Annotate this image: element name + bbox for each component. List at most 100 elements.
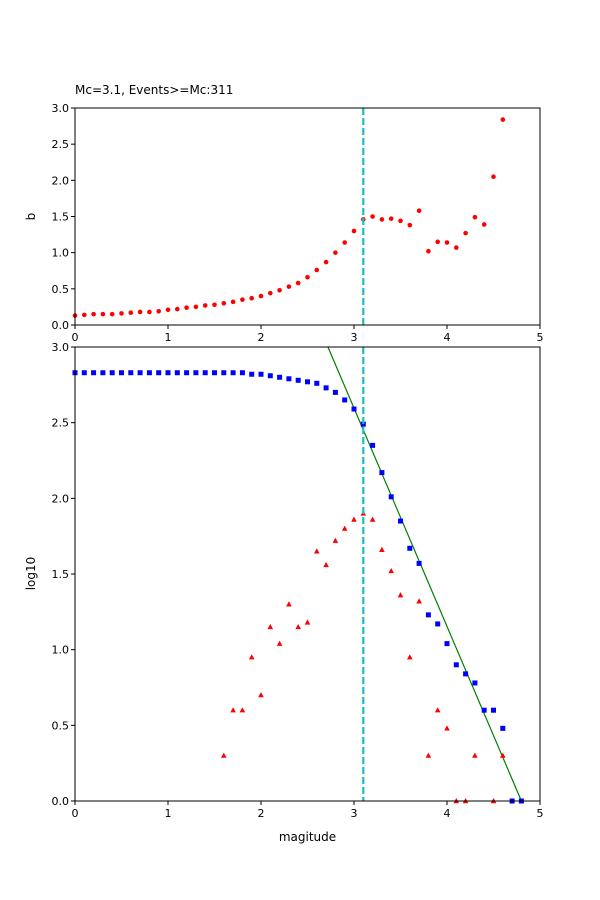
top-point xyxy=(119,311,124,316)
top-point xyxy=(388,216,394,221)
bottom-x-tick-label: 2 xyxy=(258,807,265,820)
bottom-x-tick-label: 0 xyxy=(72,807,79,820)
bottom-cumulative-point xyxy=(221,370,227,376)
bottom-cumulative-point xyxy=(119,370,124,376)
bottom-noncumulative-point xyxy=(472,752,478,758)
bottom-cumulative-point xyxy=(370,442,376,448)
bottom-cumulative-point xyxy=(425,612,431,618)
bottom-noncumulative-point xyxy=(295,623,301,630)
bottom-cumulative-point xyxy=(314,380,320,386)
bottom-noncumulative-point xyxy=(267,623,274,630)
bottom-noncumulative-point xyxy=(286,601,292,607)
bottom-cumulative-point xyxy=(416,560,422,566)
bottom-cumulative-point xyxy=(239,370,245,376)
bottom-x-tick-label: 3 xyxy=(351,807,358,820)
top-point xyxy=(398,218,403,224)
bottom-cumulative-point xyxy=(379,470,385,476)
top-point xyxy=(416,208,422,214)
bottom-noncumulative-point xyxy=(341,525,348,531)
bottom-noncumulative-point xyxy=(369,516,376,522)
top-point xyxy=(351,228,357,234)
top-point xyxy=(342,240,348,245)
bottom-noncumulative-point xyxy=(230,707,236,713)
top-point xyxy=(240,297,245,302)
bottom-noncumulative-point xyxy=(351,516,357,522)
bottom-cumulative-point xyxy=(212,370,217,376)
top-point xyxy=(193,304,199,310)
top-point xyxy=(295,280,301,286)
top-point xyxy=(156,308,161,314)
bottom-noncumulative-point xyxy=(416,598,422,604)
bottom-noncumulative-point xyxy=(425,752,432,758)
top-point xyxy=(202,303,208,308)
bottom-noncumulative-point xyxy=(248,654,255,660)
top-point xyxy=(472,214,478,220)
bottom-noncumulative-point xyxy=(239,707,246,713)
top-point xyxy=(100,311,106,317)
bottom-y-tick-label: 1.0 xyxy=(52,644,70,657)
bottom-cumulative-point xyxy=(165,370,171,376)
top-x-tick-label: 5 xyxy=(537,331,544,344)
bottom-panel: log10 magitude 0 1 2 3 4 5 0.0 0.5 1.0 1.5 2.0 2.5 3… xyxy=(24,341,544,844)
top-point xyxy=(109,311,115,317)
top-panel: Mc=3.1, Events>=Mc:311 b 0 1 2 3 4 5 0.0 0.5 1.0… xyxy=(24,83,544,344)
bottom-y-tick-label: 3.0 xyxy=(52,341,70,354)
top-y-tick-label: 3.0 xyxy=(52,102,70,115)
top-x-tick-label: 0 xyxy=(72,331,79,344)
bottom-cumulative-point xyxy=(500,725,506,731)
bottom-cumulative-point xyxy=(491,707,496,713)
top-point xyxy=(258,293,264,299)
bottom-y-tick-label: 0.0 xyxy=(52,795,70,808)
top-point xyxy=(305,274,310,280)
bottom-y-tick-label: 2.5 xyxy=(52,417,70,430)
bottom-cumulative-point xyxy=(81,370,87,376)
top-point xyxy=(147,309,152,315)
bottom-cumulative-point xyxy=(305,379,310,385)
bottom-cumulative-point xyxy=(100,370,106,376)
top-point xyxy=(500,117,506,122)
bottom-noncumulative-point xyxy=(304,619,311,625)
bottom-cumulative-point xyxy=(137,370,143,376)
bottom-cumulative-point xyxy=(444,641,450,647)
top-point xyxy=(128,310,134,316)
bottom-cumulative-point xyxy=(295,377,301,383)
bottom-x-tick-label: 1 xyxy=(165,807,172,820)
bottom-cumulative-point xyxy=(388,494,394,500)
bottom-cumulative-point xyxy=(267,373,273,379)
bottom-x-tick-label: 5 xyxy=(537,807,544,820)
top-panel-ylabel: b xyxy=(24,213,38,221)
top-point xyxy=(184,305,189,310)
bottom-cumulative-point xyxy=(146,370,152,376)
top-point xyxy=(91,311,96,317)
top-y-tick-label: 2.0 xyxy=(52,174,70,187)
bottom-cumulative-point xyxy=(156,370,162,376)
top-x-tick-label: 4 xyxy=(444,331,451,344)
top-panel-frame xyxy=(74,107,541,326)
top-point xyxy=(165,307,171,313)
bottom-noncumulative-point xyxy=(500,752,506,758)
top-point xyxy=(230,299,236,305)
top-point xyxy=(212,302,217,308)
bottom-y-tick-label: 0.5 xyxy=(52,719,70,732)
bottom-cumulative-point xyxy=(481,707,487,713)
bottom-cumulative-point xyxy=(323,385,329,391)
bottom-y-tick-label: 2.0 xyxy=(52,492,70,505)
bottom-noncumulative-point xyxy=(332,537,339,543)
bottom-noncumulative-point xyxy=(407,654,413,660)
bottom-cumulative-point xyxy=(453,662,459,668)
bottom-noncumulative-point xyxy=(444,725,450,731)
bottom-y-tick-label: 1.5 xyxy=(52,568,70,581)
top-point xyxy=(175,306,180,312)
bottom-noncumulative-point xyxy=(434,707,441,713)
top-y-tick-label: 2.5 xyxy=(52,138,70,151)
bottom-noncumulative-point xyxy=(258,692,264,698)
top-point xyxy=(407,222,413,228)
top-panel-title: Mc=3.1, Events>=Mc:311 xyxy=(75,83,233,97)
top-point xyxy=(333,250,338,255)
bottom-cumulative-point xyxy=(174,370,180,376)
bottom-cumulative-point xyxy=(128,370,134,376)
bottom-fit-line xyxy=(327,346,522,802)
top-y-tick-label: 1.5 xyxy=(52,211,70,224)
bottom-noncumulative-point xyxy=(388,567,394,574)
